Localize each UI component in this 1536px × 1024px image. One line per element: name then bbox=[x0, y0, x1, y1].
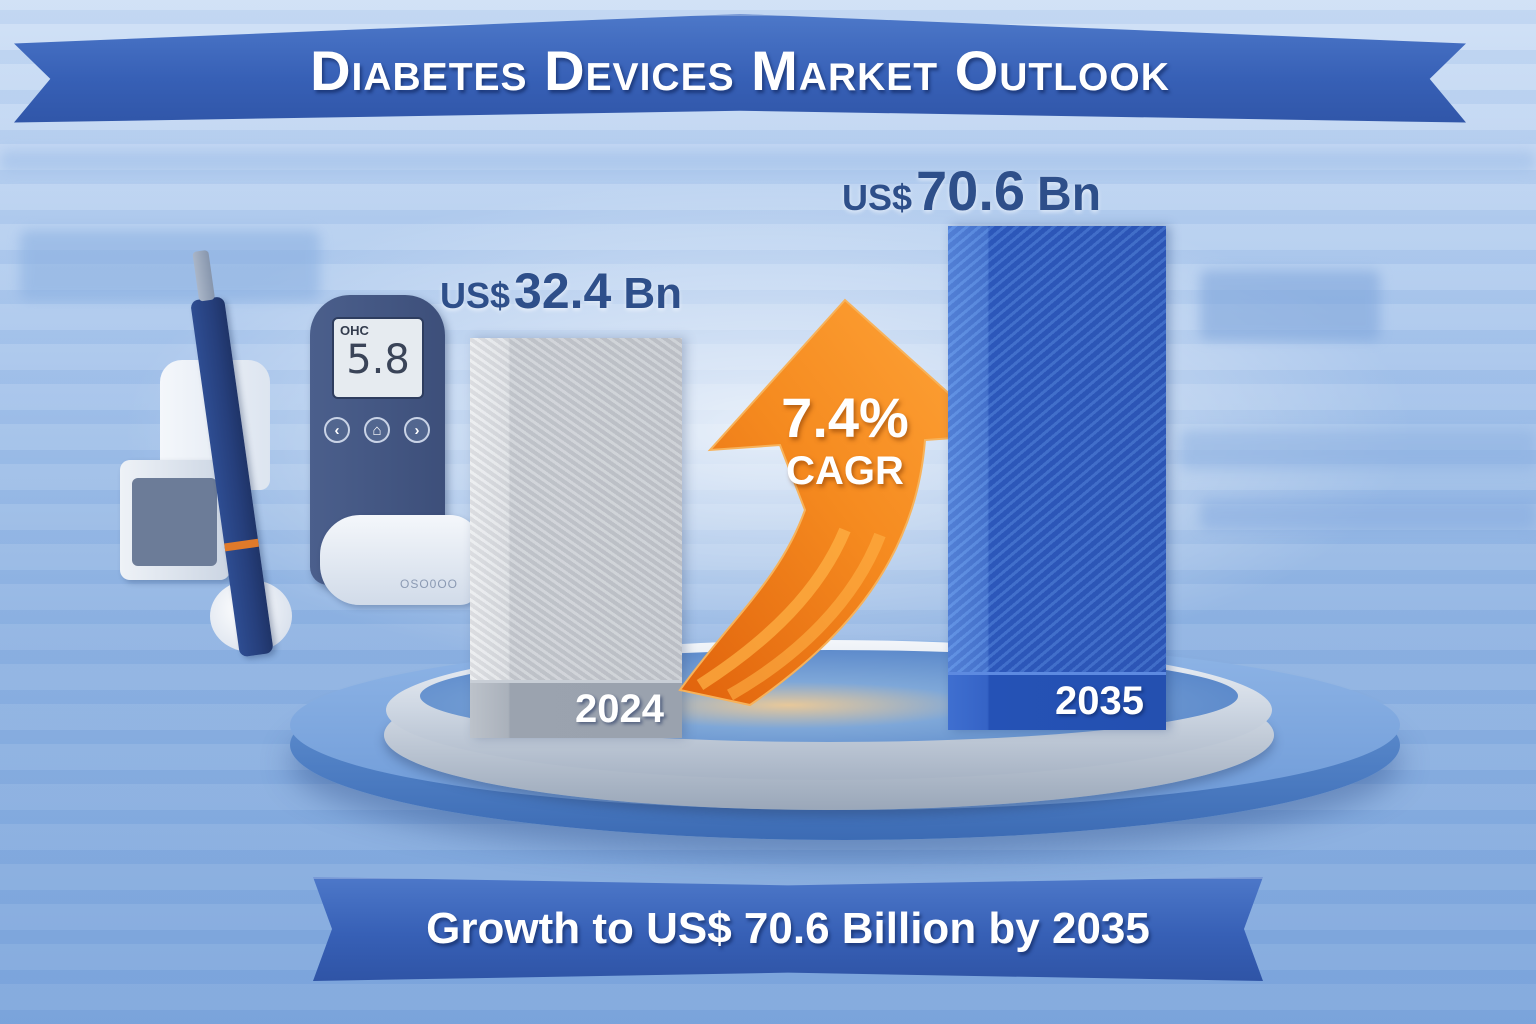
page-title: Diabetes Devices Market Outlook bbox=[310, 38, 1170, 102]
bar-2035: 2035 bbox=[948, 226, 1166, 730]
cagr-growth-arrow: 7.4% CAGR bbox=[660, 290, 1020, 710]
value: 32.4 bbox=[514, 263, 612, 319]
background-shape bbox=[0, 150, 1536, 172]
cgm-sensor-icon bbox=[120, 460, 230, 580]
value-label-2024: US$ 32.4 Bn bbox=[440, 262, 682, 320]
home-icon: ⌂ bbox=[364, 417, 390, 443]
chevron-right-icon: › bbox=[404, 417, 430, 443]
chevron-left-icon: ‹ bbox=[324, 417, 350, 443]
meter-screen: OHC 5.8 bbox=[332, 317, 424, 399]
bar-year-label: 2035 bbox=[1055, 679, 1144, 723]
lancing-device-icon: OSO0OO bbox=[320, 515, 480, 605]
cagr-text: CAGR bbox=[786, 449, 904, 493]
title-banner: Diabetes Devices Market Outlook bbox=[14, 14, 1466, 123]
tagline-banner: Growth to US$ 70.6 Billion by 2035 bbox=[313, 877, 1263, 981]
meter-reading: 5.8 bbox=[346, 337, 410, 383]
bar-year-label: 2024 bbox=[575, 687, 664, 731]
bar-2024: 2024 bbox=[470, 338, 682, 738]
lancet-code: OSO0OO bbox=[399, 577, 458, 591]
cagr-value: 7.4% bbox=[781, 386, 909, 449]
bar-base: 2035 bbox=[948, 672, 1166, 730]
background-shape bbox=[1180, 430, 1536, 470]
unit: Bn bbox=[1037, 168, 1102, 221]
background-shape bbox=[20, 230, 320, 300]
unit: Bn bbox=[623, 269, 683, 318]
background-shape bbox=[1200, 270, 1380, 340]
sensor-panel bbox=[132, 478, 217, 566]
value-label-2035: US$ 70.6 Bn bbox=[842, 158, 1101, 223]
cagr-label: 7.4% CAGR bbox=[760, 388, 930, 494]
value: 70.6 bbox=[916, 159, 1026, 222]
diabetes-devices-illustration: OHC 5.8 ‹ ⌂ › OSO0OO bbox=[110, 249, 480, 665]
bar-base: 2024 bbox=[470, 680, 682, 738]
currency: US$ bbox=[440, 275, 511, 316]
tagline: Growth to US$ 70.6 Billion by 2035 bbox=[426, 904, 1150, 953]
arrow-up-icon bbox=[678, 298, 998, 707]
pen-ring bbox=[224, 538, 259, 552]
background-shape bbox=[1200, 500, 1536, 530]
currency: US$ bbox=[842, 177, 913, 218]
meter-unit-label: OHC bbox=[340, 323, 369, 338]
